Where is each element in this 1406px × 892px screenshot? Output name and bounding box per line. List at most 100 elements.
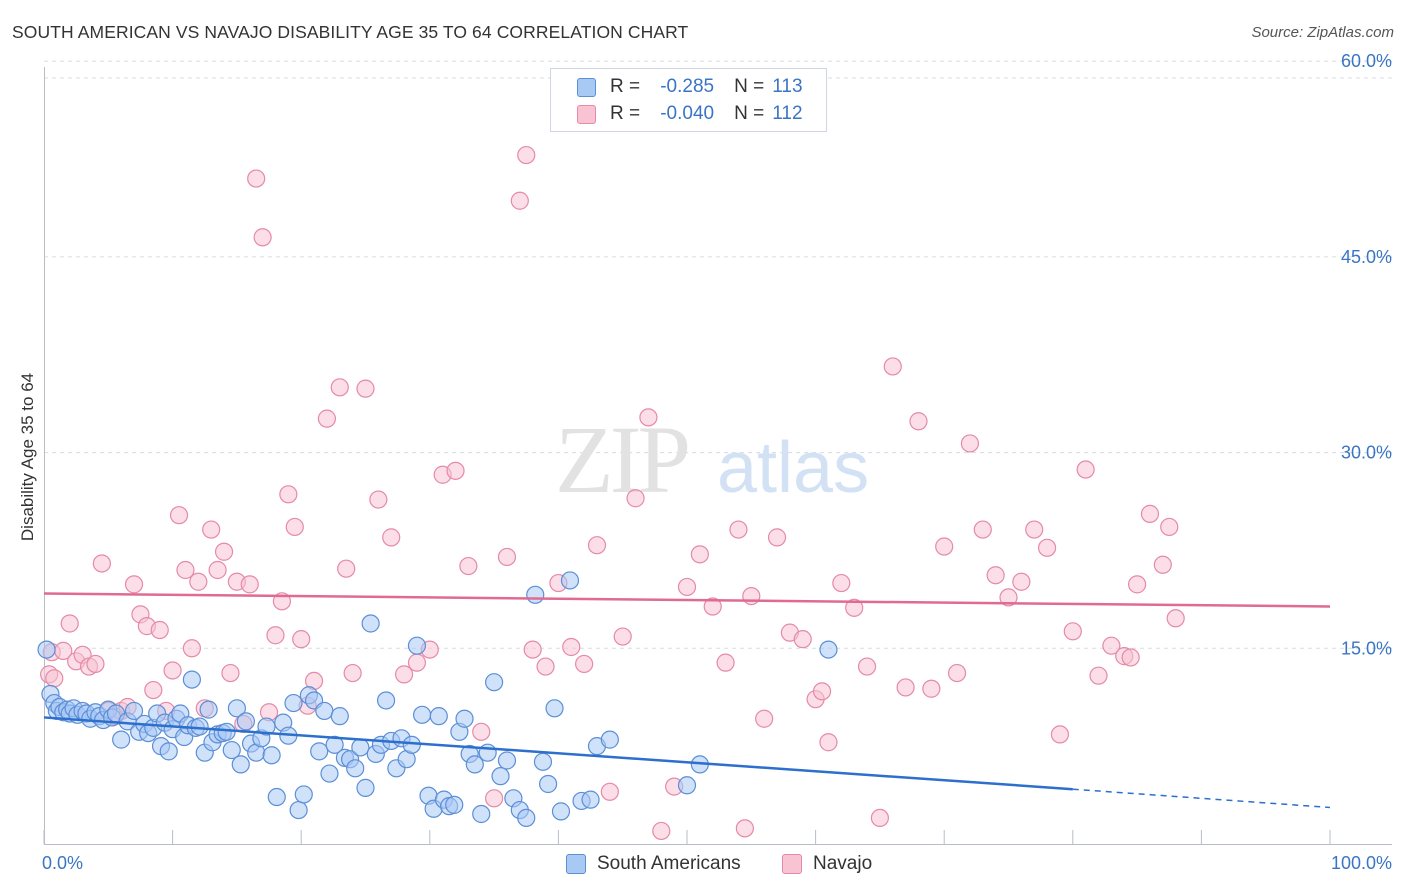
south-americans-point: [315, 701, 334, 721]
legend-n-value: 112: [772, 103, 803, 124]
south-americans-point: [310, 742, 329, 761]
navajo-point: [407, 653, 427, 672]
navajo-point: [86, 654, 105, 674]
navajo-point: [485, 789, 504, 808]
navajo-point: [497, 547, 517, 567]
watermark-zip: ZIP: [555, 406, 688, 513]
navajo-point: [202, 520, 221, 539]
navajo-point: [92, 554, 111, 573]
south-americans-point: [182, 670, 201, 689]
navajo-point: [124, 575, 144, 594]
navajo-point: [845, 598, 864, 617]
tick-labels: 15.0% 30.0% 45.0% 60.0% 0.0% 100.0%: [42, 51, 1392, 873]
navajo-point: [896, 678, 915, 697]
navajo-point: [639, 408, 658, 427]
south-americans-point: [112, 730, 131, 749]
south-americans-point: [472, 804, 491, 824]
legend-swatch-blue: [577, 77, 596, 97]
navajo-point: [369, 490, 388, 509]
navajo-point: [613, 627, 632, 646]
south-americans-point: [517, 808, 536, 828]
navajo-point: [935, 537, 954, 556]
legend-n-label: N =: [734, 103, 765, 124]
navajo-point: [793, 630, 812, 649]
y-tick-label: 45.0%: [1341, 247, 1392, 267]
navajo-point: [626, 489, 645, 508]
bottom-legend-south-americans: South Americans: [566, 852, 741, 876]
navajo-point: [536, 657, 555, 676]
legend-row-navajo: R = -0.040 N = 112: [577, 102, 803, 126]
navajo-point: [240, 575, 259, 594]
south-americans-point: [284, 693, 303, 713]
south-americans-point: [320, 764, 339, 783]
legend-r-value: -0.285: [660, 76, 715, 97]
south-americans-point: [545, 699, 564, 718]
navajo-point: [1050, 725, 1070, 744]
south-americans-point: [257, 717, 276, 736]
south-americans-point: [485, 673, 504, 692]
south-americans-point: [407, 636, 427, 655]
navajo-point: [986, 566, 1005, 585]
navajo-point: [150, 620, 169, 640]
navajo-point: [343, 663, 362, 683]
y-tick-label: 60.0%: [1341, 51, 1392, 71]
navajo-point: [587, 536, 607, 555]
south-americans-point: [819, 640, 838, 659]
navajo-trend-line: [43, 592, 1331, 608]
navajo-point: [510, 191, 529, 210]
x-tick-label: 0.0%: [42, 853, 83, 873]
navajo-point: [394, 665, 414, 684]
navajo-point: [735, 819, 754, 838]
south-americans-point: [346, 759, 365, 778]
navajo-point: [922, 679, 941, 698]
navajo-point: [960, 434, 980, 453]
y-axis-label: Disability Age 35 to 64: [18, 373, 37, 541]
navajo-point: [1076, 460, 1095, 479]
navajo-point: [517, 145, 536, 165]
navajo-point: [1127, 575, 1147, 594]
south-americans-point: [677, 776, 697, 795]
south-americans-points: [37, 571, 838, 828]
correlation-legend: R = -0.285 N = 113 R = -0.040 N = 112: [550, 68, 827, 132]
south-americans-point: [455, 709, 474, 728]
south-americans-point: [429, 707, 448, 726]
watermark-atlas: atlas: [717, 428, 869, 508]
legend-n-label: N =: [734, 76, 765, 97]
navajo-point: [446, 461, 465, 480]
navajo-point: [285, 517, 304, 537]
navajo-point: [1063, 622, 1082, 641]
south-americans-point: [325, 735, 344, 754]
navajo-point: [575, 654, 594, 674]
south-americans-point: [231, 755, 250, 774]
navajo-point: [60, 614, 79, 633]
navajo-point: [45, 669, 64, 688]
navajo-point: [729, 520, 748, 539]
south-americans-point: [330, 707, 349, 726]
south-americans-point: [190, 717, 209, 736]
south-americans-point: [227, 699, 246, 718]
axes: [44, 67, 1392, 845]
south-americans-point: [351, 738, 370, 757]
navajo-point: [208, 560, 227, 580]
south-americans-point: [539, 774, 558, 794]
navajo-point: [1089, 666, 1108, 685]
bottom-legend-label: South Americans: [597, 853, 741, 874]
south-americans-point: [199, 700, 218, 719]
navajo-point: [253, 228, 272, 247]
south-americans-point: [560, 571, 580, 590]
legend-r-label: R =: [610, 103, 641, 124]
bottom-legend-label: Navajo: [813, 853, 873, 874]
navajo-point: [819, 733, 838, 752]
navajo-point: [472, 722, 491, 741]
navajo-point: [1166, 609, 1185, 628]
navajo-point: [1160, 517, 1179, 537]
navajo-point: [690, 545, 709, 564]
y-tick-label: 30.0%: [1341, 443, 1392, 463]
south-americans-point: [294, 785, 313, 804]
south-americans-point: [124, 701, 144, 721]
navajo-point: [870, 808, 890, 828]
trend-lines: [43, 592, 1331, 809]
navajo-point: [999, 588, 1018, 607]
grid-lines: [43, 60, 1392, 844]
